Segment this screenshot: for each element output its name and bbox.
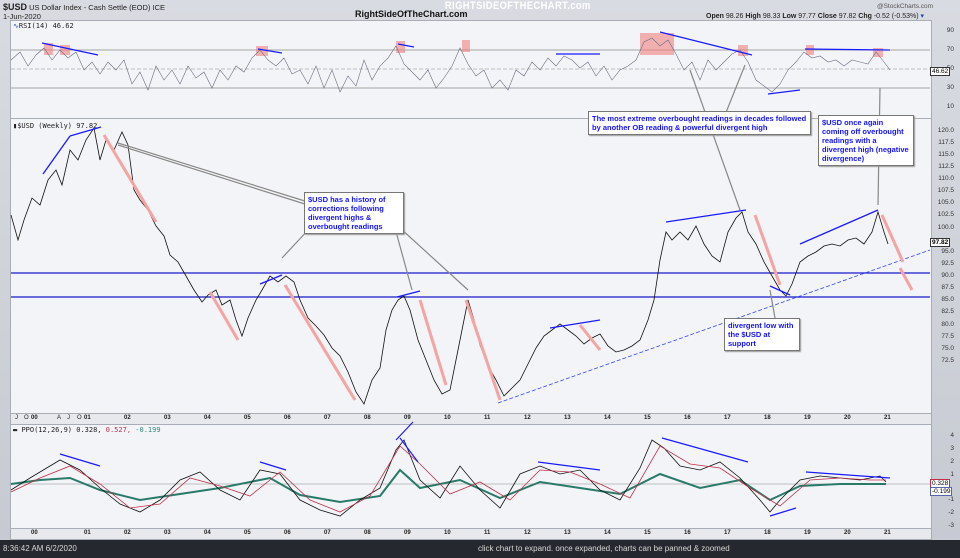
price-tick: 85.0 xyxy=(941,296,954,303)
price-axis: 120.0 117.5 115.0 112.5 110.0 107.5 105.… xyxy=(937,118,960,413)
note-extreme: The most extreme overbought readings in … xyxy=(588,111,811,135)
ppo-tick: 4 xyxy=(950,432,954,439)
low-value: 97.77 xyxy=(798,13,816,20)
ppo-tick: -2 xyxy=(948,509,954,516)
price-tick: 90.0 xyxy=(941,272,954,279)
price-tick: 105.0 xyxy=(937,199,954,206)
line-chart-icon: ∿ xyxy=(13,22,19,30)
ppo-tick: 2 xyxy=(950,458,954,465)
price-tick: 95.0 xyxy=(941,248,954,255)
ppo-hist-box: -0.199 xyxy=(930,487,953,496)
chg-value: -0.52 (-0.53%) xyxy=(873,13,919,20)
ppo-value: 0.328, xyxy=(76,426,102,434)
price-tick: 82.5 xyxy=(941,308,954,315)
price-label-text: $USD (Weekly) 97.82 xyxy=(17,122,98,130)
note-divergent-low: divergent low with the $USD at support xyxy=(724,318,800,351)
rsi-tick: 70 xyxy=(946,46,954,53)
price-tick: 92.5 xyxy=(941,260,954,267)
price-tick: 110.0 xyxy=(938,175,954,182)
close-label: Close xyxy=(817,13,837,20)
rsi-label-text: RSI(14) 46.62 xyxy=(18,22,74,30)
brand-watermark: RIGHTSIDEOFTHECHART.com xyxy=(444,0,591,12)
rsi-tick: 50 xyxy=(946,65,954,72)
open-value: 98.26 xyxy=(725,13,744,20)
rsi-label: ∿RSI(14) 46.62 xyxy=(13,22,74,30)
chart-drawing xyxy=(10,31,931,517)
triangle-down-icon[interactable]: ▾ xyxy=(920,13,925,20)
date-axis-bottom: 00 01 02 03 04 05 06 07 08 09 10 11 12 1… xyxy=(10,528,932,540)
ppo-axis: 4 3 2 1 -1 -2 -3 xyxy=(940,424,960,529)
rsi-tick: 10 xyxy=(946,103,954,110)
note-history: $USD has a history of corrections follow… xyxy=(304,192,404,234)
open-label: Open xyxy=(706,13,724,20)
chg-label: Chg xyxy=(858,13,872,20)
line-icon: ▬ xyxy=(13,426,18,434)
ppo-label: ▬ PPO(12,26,9) 0.328, 0.527, -0.199 xyxy=(13,426,161,434)
price-tick: 80.0 xyxy=(941,321,954,328)
price-panel[interactable] xyxy=(10,118,932,415)
symbol: $USD xyxy=(3,2,28,12)
footer-bar: 8:36:42 AM 6/2/2020 click chart to expan… xyxy=(0,540,960,558)
close-value: 97.82 xyxy=(838,13,857,20)
chart-frame[interactable]: $USD US Dollar Index - Cash Settle (EOD)… xyxy=(0,0,960,540)
candlestick-icon: ▮ xyxy=(13,122,18,130)
price-tick: 77.5 xyxy=(941,333,954,340)
timestamp: 8:36:42 AM 6/2/2020 xyxy=(3,544,77,553)
price-current-box: 97.82 xyxy=(930,238,951,247)
price-tick: 107.5 xyxy=(937,187,954,194)
high-label: High xyxy=(745,13,761,20)
quote-bar: Open 98.26 High 98.33 Low 97.77 Close 97… xyxy=(706,12,924,20)
ppo-tick: 3 xyxy=(950,445,954,452)
symbol-description: US Dollar Index - Cash Settle (EOD) ICE xyxy=(29,3,165,12)
rsi-tick: 30 xyxy=(946,84,954,91)
rsi-axis: 90 70 50 30 10 xyxy=(940,20,960,118)
ppo-label-text: PPO(12,26,9) xyxy=(21,426,73,434)
price-tick: 117.5 xyxy=(938,139,954,146)
price-tick: 112.5 xyxy=(938,163,954,170)
ppo-signal-value: 0.527, xyxy=(105,426,132,434)
ppo-tick: 1 xyxy=(950,471,954,478)
rsi-tick: 90 xyxy=(946,27,954,34)
price-tick: 87.5 xyxy=(941,284,954,291)
rsi-current-box: 46.62 xyxy=(930,67,951,76)
high-value: 98.33 xyxy=(762,13,781,20)
ppo-tick: -3 xyxy=(948,522,954,529)
low-label: Low xyxy=(782,13,797,20)
price-tick: 72.5 xyxy=(941,357,954,364)
copyright: @StockCharts.com xyxy=(877,3,934,10)
ppo-tick: -1 xyxy=(948,496,954,503)
price-tick: 100.0 xyxy=(937,224,954,231)
rsi-panel[interactable] xyxy=(10,20,932,120)
expand-hint[interactable]: click chart to expand. once expanded, ch… xyxy=(478,544,730,553)
brand-text: RightSideOfTheChart.com xyxy=(355,9,468,19)
price-tick: 120.0 xyxy=(937,127,954,134)
price-tick: 102.5 xyxy=(937,211,954,218)
ppo-histogram-value: -0.199 xyxy=(135,426,161,434)
chart-date: 1-Jun-2020 xyxy=(3,12,41,21)
price-tick: 115.0 xyxy=(938,151,954,158)
price-label: ▮$USD (Weekly) 97.82 xyxy=(13,122,97,130)
price-tick: 75.0 xyxy=(941,345,954,352)
note-once-again: $USD once again coming off overbought re… xyxy=(818,115,914,166)
chart-title: $USD US Dollar Index - Cash Settle (EOD)… xyxy=(3,2,165,12)
